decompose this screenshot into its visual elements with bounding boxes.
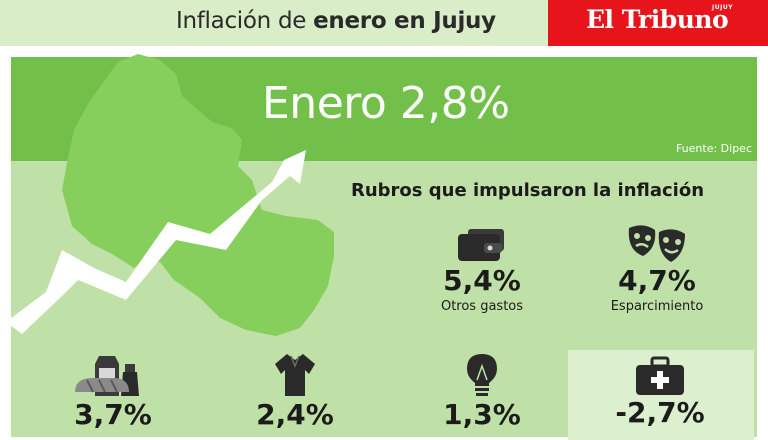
item-otros-gastos: 5,4% Otros gastos <box>422 226 542 316</box>
item-salud: -2,7% <box>600 356 720 430</box>
item-value: 1,3% <box>443 398 521 431</box>
jujuy-map-shape <box>62 54 334 336</box>
section-subheading: Rubros que impulsaron la inflación <box>351 180 705 201</box>
item-alimentos: 3,7% <box>58 352 168 432</box>
item-vivienda: 1,3% <box>422 352 542 432</box>
title-bold: enero en Jujuy <box>313 8 496 34</box>
item-esparcimiento: 4,7% Esparcimiento <box>597 222 717 316</box>
headline-value: Enero 2,8% <box>262 78 510 129</box>
item-value: 3,7% <box>74 398 152 431</box>
brand-subtitle: JUJUY <box>712 4 734 11</box>
item-value: 2,4% <box>256 398 334 431</box>
item-label: Otros gastos <box>440 299 524 314</box>
lightbulb-icon <box>467 354 497 396</box>
item-value: -2,7% <box>615 396 705 429</box>
item-value: 4,7% <box>618 264 696 297</box>
first-aid-kit-icon <box>636 356 684 395</box>
title-regular: Inflación de <box>176 8 314 34</box>
page-title: Inflación de enero en Jujuy <box>176 6 496 36</box>
theater-masks-icon <box>628 225 685 262</box>
source-note: Fuente: Dipec <box>675 142 752 155</box>
item-label: Esparcimiento <box>610 299 704 314</box>
item-value: 5,4% <box>443 264 521 297</box>
item-indumentaria: 2,4% <box>240 352 350 432</box>
brand-name: El Tribuno <box>586 5 729 34</box>
brand-logo: El Tribuno JUJUY <box>548 0 768 46</box>
jujuy-map-illustration <box>6 54 334 336</box>
wallet-icon <box>458 229 504 261</box>
groceries-icon <box>75 356 139 396</box>
growth-arrow-icon <box>6 150 306 334</box>
shirt-icon <box>275 354 315 396</box>
